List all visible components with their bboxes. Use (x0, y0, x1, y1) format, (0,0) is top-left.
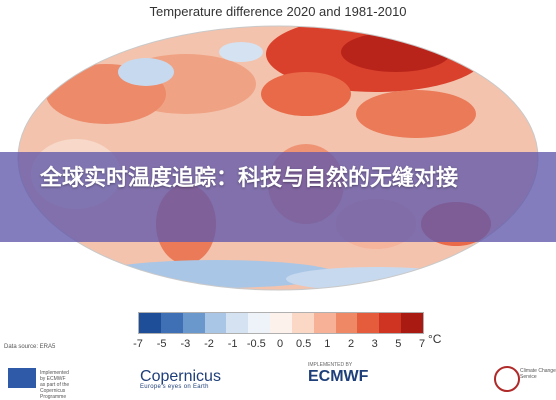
banner-headline: 全球实时温度追踪：科技与自然的无缝对接 (40, 166, 459, 191)
antarctic-cool (286, 267, 466, 290)
legend-swatch (139, 313, 161, 333)
canada-cool (118, 58, 174, 86)
legend-tick-label: -5 (156, 338, 167, 350)
eu-caption: Implemented by ECMWF as part of the Cope… (40, 370, 70, 400)
europe-warm (261, 72, 351, 116)
legend-tick-label: 3 (371, 338, 378, 350)
legend-tick-label: -7 (133, 338, 143, 350)
legend-swatch (226, 313, 249, 333)
legend-swatch (270, 313, 292, 333)
legend-ticks: -7 -5 -3 -2 -1 -0.5 0 0.5 1 2 3 5 7 (126, 338, 436, 354)
legend-unit: °C (428, 332, 442, 346)
legend-swatch (401, 313, 423, 333)
title-banner: 全球实时温度追踪：科技与自然的无缝对接 (0, 152, 556, 242)
climate-service-icon (494, 366, 520, 392)
legend-swatch (291, 313, 314, 333)
eu-flag-icon (8, 368, 36, 388)
asia-warm (356, 90, 476, 138)
data-source-note: Data source: ERA5 (4, 344, 56, 350)
legend-tick-label: 5 (395, 338, 402, 350)
legend-tick-label: -3 (180, 338, 191, 350)
siberia-core (341, 32, 451, 72)
legend-tick-label: 2 (347, 338, 355, 350)
copernicus-logo: Copernicus Europe's eyes on Earth (140, 368, 221, 390)
map-title: Temperature difference 2020 and 1981-201… (149, 4, 407, 19)
legend-tick-label: -2 (204, 338, 214, 350)
legend-swatch (182, 313, 205, 333)
copernicus-tagline: Europe's eyes on Earth (140, 384, 209, 390)
legend-swatch (313, 313, 336, 333)
ecmwf-implemented-by: IMPLEMENTED BY (308, 362, 353, 368)
legend-swatch (357, 313, 380, 333)
legend-tick-label: 0.5 (296, 338, 312, 350)
legend-swatch (160, 313, 183, 333)
legend-swatch (379, 313, 402, 333)
legend-tick-label: 7 (418, 338, 426, 350)
color-scale-legend (138, 312, 424, 334)
copernicus-wordmark: Copernicus (140, 368, 221, 385)
legend-tick-label: -0.5 (246, 338, 266, 350)
greenland-cool (219, 42, 263, 62)
climate-service-caption: Climate Change Service (520, 368, 556, 380)
legend-swatch (204, 313, 227, 333)
legend-tick-label: 0 (276, 338, 284, 350)
legend-tick-label: -1 (227, 338, 238, 350)
footer-logos: Implemented by ECMWF as part of the Cope… (0, 358, 556, 400)
ecmwf-wordmark: ECMWF (308, 368, 369, 385)
ecmwf-logo: IMPLEMENTED BY ECMWF (308, 362, 369, 386)
legend-swatch (248, 313, 271, 333)
legend-swatch (335, 313, 358, 333)
legend-tick-label: 1 (324, 338, 331, 350)
